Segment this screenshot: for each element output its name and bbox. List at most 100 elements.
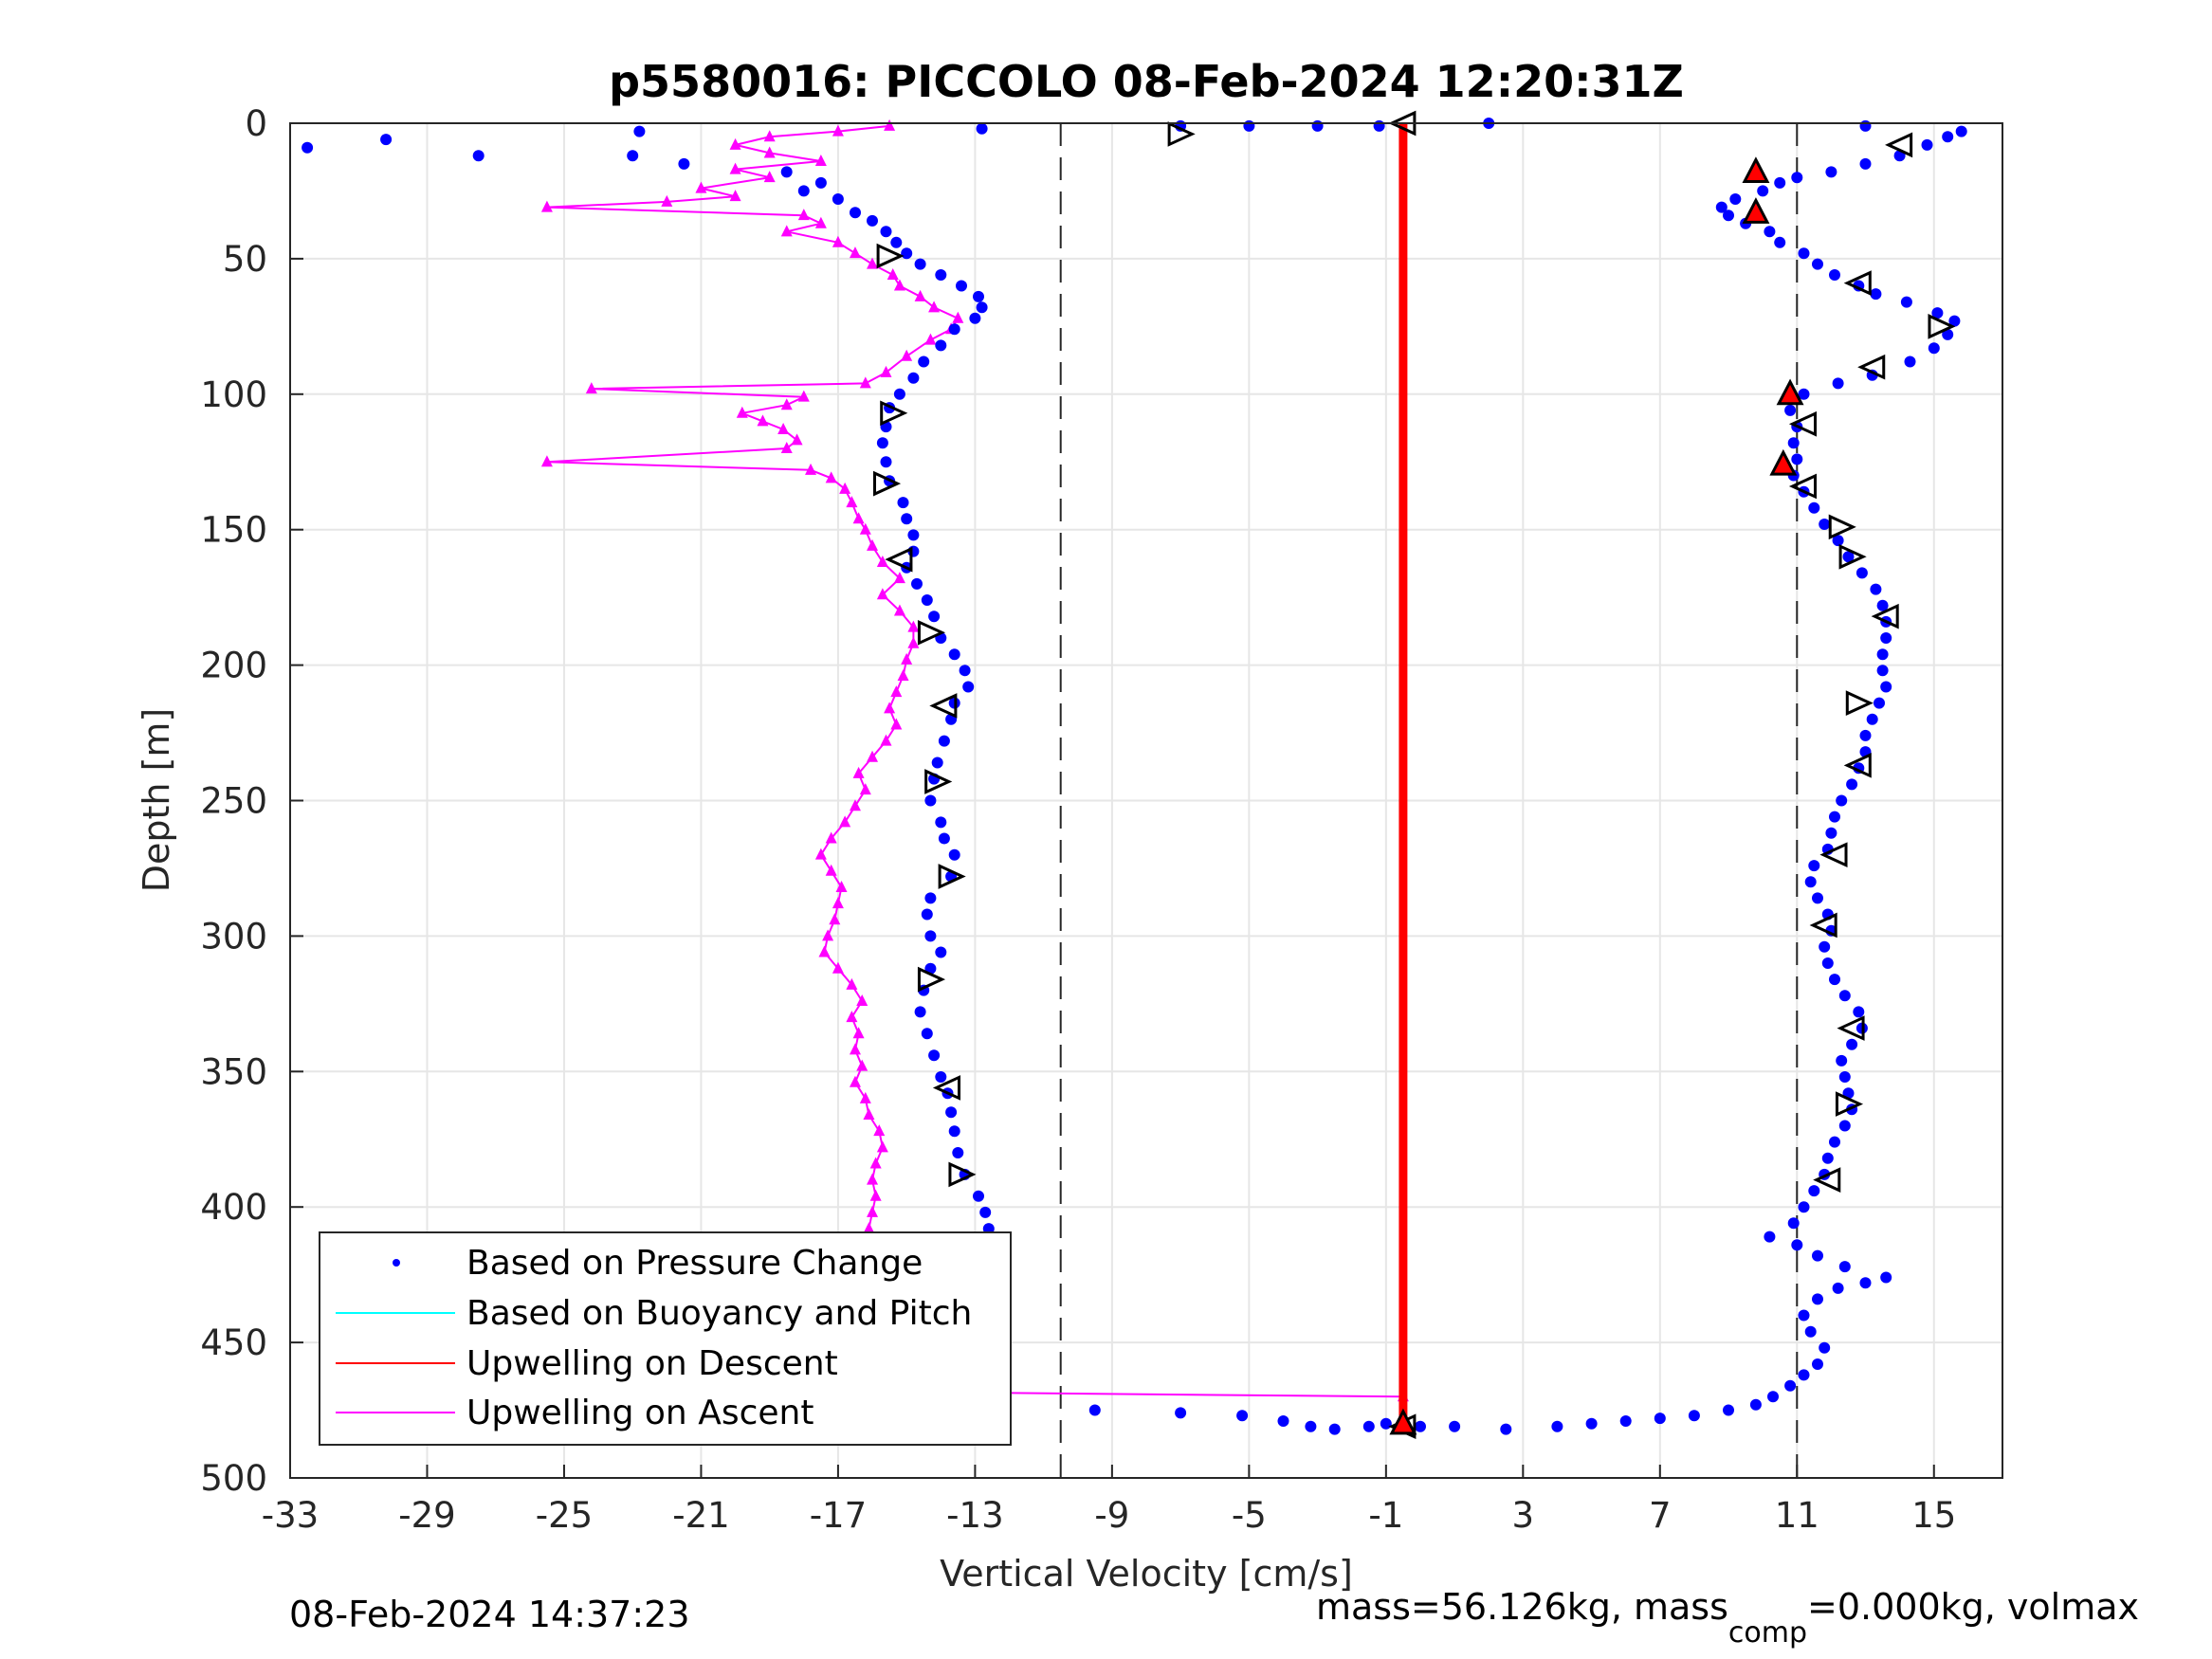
pressure-point	[1825, 166, 1837, 178]
x-tick-label: -13	[946, 1495, 1003, 1536]
pressure-point	[1880, 632, 1892, 644]
pressure-point	[948, 323, 960, 336]
ascent-point	[835, 880, 848, 892]
red-triangle-marker	[1742, 197, 1770, 224]
ascent-point	[846, 1011, 858, 1023]
ascent-point	[869, 1157, 882, 1169]
ascent-point	[852, 766, 865, 778]
pressure-point	[945, 1106, 958, 1119]
pressure-point	[1787, 437, 1800, 449]
triangle-marker	[1813, 1167, 1841, 1193]
pressure-point	[1942, 328, 1954, 340]
ascent-point	[777, 422, 790, 434]
pressure-point	[1825, 827, 1837, 839]
triangle-marker	[876, 243, 905, 269]
triangle-marker	[938, 864, 966, 889]
pressure-point	[893, 388, 905, 400]
pressure-point	[1832, 377, 1844, 390]
pressure-point	[935, 269, 947, 281]
x-tick-label: -1	[1368, 1495, 1403, 1536]
ascent-point	[822, 929, 834, 941]
ascent-point	[818, 945, 831, 957]
pressure-point	[814, 176, 827, 189]
footer-timestamp: 08-Feb-2024 14:37:23	[289, 1594, 690, 1635]
pressure-point	[1853, 1006, 1865, 1018]
pressure-point	[1846, 778, 1858, 791]
ascent-point	[780, 398, 793, 410]
pressure-point	[1328, 1423, 1341, 1435]
pressure-point	[935, 946, 947, 958]
pressure-point	[1373, 119, 1385, 132]
pressure-point	[1838, 1261, 1851, 1273]
ascent-point	[867, 257, 879, 269]
pressure-point	[1236, 1410, 1249, 1422]
ascent-point	[849, 1043, 861, 1055]
x-tick-label: 15	[1911, 1495, 1956, 1536]
ascent-point	[846, 977, 858, 990]
pressure-point	[1829, 1136, 1840, 1148]
pressure-point	[1836, 794, 1848, 807]
ascent-point	[825, 471, 837, 483]
pressure-point	[1688, 1410, 1700, 1422]
ascent-point	[797, 390, 810, 402]
pressure-point	[1846, 1038, 1858, 1050]
triangle-marker	[1838, 543, 1867, 570]
pressure-point	[1859, 1277, 1872, 1289]
ascent-point	[585, 382, 597, 394]
pressure-point	[1277, 1415, 1289, 1427]
ascent-point	[729, 162, 741, 174]
pressure-point	[1808, 1185, 1820, 1197]
ascent-point	[907, 620, 920, 632]
red-triangle-marker	[1776, 378, 1804, 406]
ascent-point	[780, 225, 793, 237]
pressure-point	[1812, 258, 1823, 270]
pressure-point	[1821, 957, 1834, 969]
pressure-point	[1305, 1420, 1317, 1432]
ascent-point	[897, 669, 909, 682]
triangle-marker	[1871, 603, 1899, 629]
ascent-point	[832, 124, 844, 137]
pressure-point	[1798, 1309, 1810, 1322]
pressure-point	[1088, 1404, 1101, 1416]
pressure-point	[1415, 1420, 1426, 1432]
pressure-point	[1804, 1325, 1817, 1338]
ascent-point	[849, 246, 861, 259]
ascent-point	[763, 146, 776, 158]
pressure-point	[918, 356, 930, 368]
ascent-point	[869, 1189, 882, 1201]
ascent-point	[829, 913, 841, 925]
triangle-marker	[924, 769, 953, 794]
pressure-point	[1798, 1201, 1810, 1213]
pressure-point	[1819, 519, 1831, 530]
x-tick-label: -29	[398, 1495, 455, 1536]
x-tick-label: 7	[1649, 1495, 1672, 1536]
ascent-point	[876, 1140, 888, 1153]
pressure-point	[1819, 1341, 1831, 1354]
ascent-point	[867, 750, 879, 762]
y-axis-ticks: 0 50 100 150 200 250 300 350 400 450 500	[200, 103, 303, 1499]
pressure-point	[797, 185, 810, 197]
pressure-point	[956, 280, 967, 292]
pressure-point	[633, 125, 646, 137]
ascent-point	[893, 279, 905, 291]
ascent-point	[914, 289, 926, 301]
ascent-point	[791, 433, 803, 446]
pressure-point	[1955, 125, 1967, 137]
x-tick-label: -17	[810, 1495, 867, 1536]
pressure-point	[928, 1049, 941, 1062]
pressure-point	[1311, 119, 1324, 132]
legend-label-descent: Upwelling on Descent	[466, 1344, 838, 1383]
x-tick-label: -25	[536, 1495, 593, 1536]
pressure-point	[1876, 665, 1889, 677]
pressure-point	[380, 134, 393, 146]
pressure-point	[938, 832, 950, 845]
pressure-point	[1757, 185, 1769, 197]
pressure-point	[1784, 404, 1797, 416]
pressure-point	[1812, 892, 1823, 904]
triangle-marker	[1167, 121, 1196, 147]
pressure-point	[1900, 296, 1912, 308]
pressure-point	[850, 207, 861, 219]
pressure-point	[959, 665, 971, 677]
pressure-point	[1880, 681, 1892, 693]
triangle-marker	[1788, 473, 1818, 500]
